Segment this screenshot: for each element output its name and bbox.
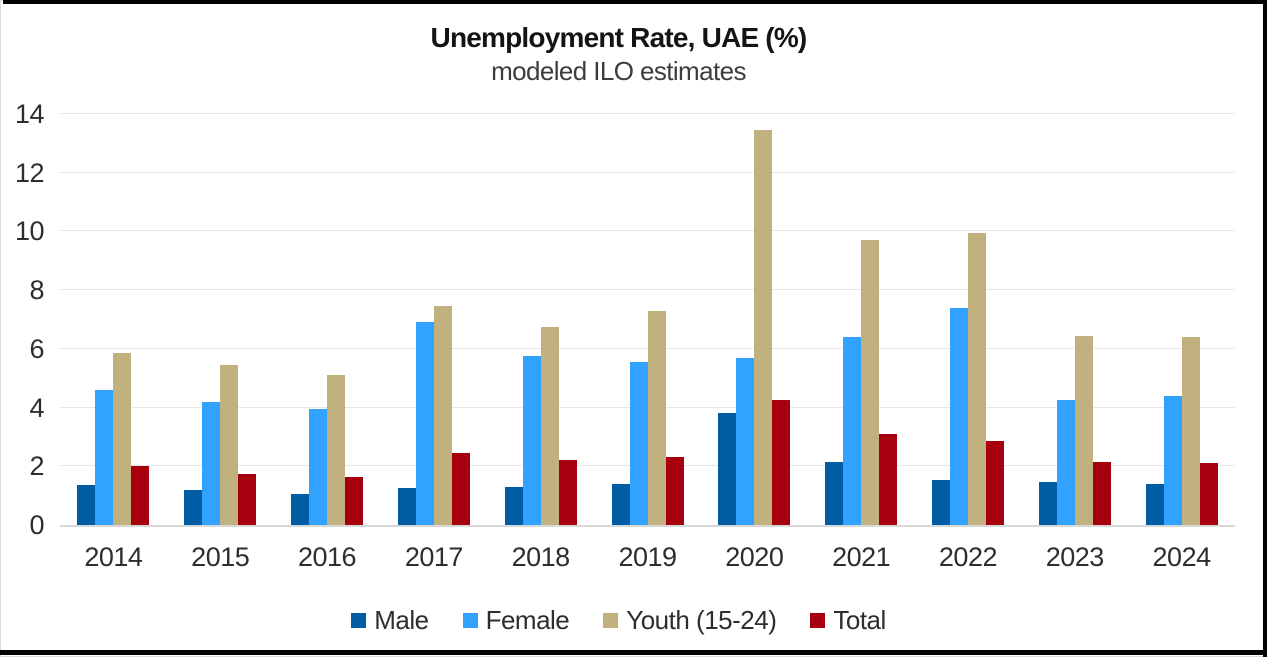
bar-female-2022 [949, 307, 968, 525]
bar-female-2016 [309, 409, 328, 525]
bar-total-2017 [451, 453, 470, 525]
bar-male-2019 [611, 483, 630, 525]
legend-marker-youth-15-24-icon [603, 612, 619, 628]
bar-total-2014 [131, 466, 150, 525]
y-tick-label-12: 12 [14, 157, 45, 188]
x-tick-label-2020: 2020 [725, 542, 784, 572]
bar-female-2020 [736, 357, 755, 525]
legend-item-total: Total [810, 604, 886, 636]
y-tick-label-2: 2 [29, 451, 44, 482]
bar-group-2015 [184, 114, 257, 525]
window-border-right [1263, 0, 1267, 657]
bar-total-2021 [879, 434, 898, 525]
y-tick-label-8: 8 [29, 275, 44, 306]
bar-male-2022 [931, 479, 950, 525]
window-border-bottom [0, 650, 1267, 655]
bar-total-2019 [665, 457, 684, 525]
x-axis-labels: 2014 2015 2016 2017 2018 2019 2020 2021 2022 2023… [60, 541, 1235, 575]
bar-youth-15-24-2018 [540, 326, 559, 525]
bar-female-2024 [1163, 395, 1182, 525]
bar-total-2023 [1092, 461, 1111, 525]
bar-total-2015 [238, 473, 257, 525]
bar-group-2017 [397, 114, 470, 525]
legend-marker-male-icon [351, 612, 367, 628]
x-tick-label-2021: 2021 [832, 542, 891, 572]
legend-item-youth-15-24: Youth (15-24) [603, 604, 777, 636]
bar-group-2020 [718, 114, 791, 525]
legend-marker-female-icon [462, 612, 478, 628]
y-tick-label-6: 6 [29, 333, 44, 364]
bar-female-2015 [202, 401, 221, 525]
bar-group-2021 [825, 114, 898, 525]
bar-male-2021 [825, 461, 844, 525]
y-tick-label-14: 14 [14, 99, 45, 129]
window-border-top [3, 0, 1267, 4]
bar-female-2014 [95, 389, 114, 525]
bar-male-2015 [184, 489, 203, 525]
bar-youth-15-24-2023 [1074, 335, 1093, 525]
bar-group-2019 [611, 114, 684, 525]
legend-item-female: Female [462, 604, 570, 636]
x-tick-label-2023: 2023 [1045, 542, 1105, 572]
bar-youth-15-24-2019 [647, 310, 666, 525]
x-tick-label-2016: 2016 [297, 542, 357, 572]
bar-group-2022 [931, 114, 1004, 525]
legend-label-male: Male [374, 604, 429, 635]
x-tick-label-2022: 2022 [938, 542, 998, 572]
x-tick-label-2015: 2015 [191, 542, 250, 572]
gridline-y-12 [60, 171, 1235, 173]
bar-male-2014 [77, 485, 96, 525]
y-tick-label-4: 4 [29, 392, 44, 423]
legend: Male Female Youth (15-24) Total [0, 601, 1237, 639]
bar-female-2023 [1056, 400, 1075, 525]
y-tick-label-10: 10 [14, 216, 45, 247]
bar-youth-15-24-2017 [433, 306, 452, 525]
gridline-y-10 [60, 230, 1235, 232]
bar-group-2014 [77, 114, 150, 525]
bar-total-2018 [558, 460, 577, 525]
bar-youth-15-24-2016 [327, 375, 346, 525]
bar-group-2016 [291, 114, 364, 525]
plot-area: 0 2 4 6 8 10 12 14 [15, 99, 1235, 540]
bar-male-2017 [397, 488, 416, 525]
x-tick-label-2019: 2019 [618, 542, 677, 572]
x-tick-label-2014: 2014 [84, 542, 143, 572]
bar-youth-15-24-2014 [113, 353, 132, 525]
legend-label-total: Total [833, 604, 886, 635]
bar-group-2018 [504, 114, 577, 525]
legend-item-male: Male [351, 604, 429, 636]
bar-total-2022 [985, 441, 1004, 525]
legend-label-female: Female [485, 604, 570, 635]
bar-group-2024 [1145, 114, 1218, 525]
gridline-y-14 [60, 113, 1235, 114]
chart-title: Unemployment Rate, UAE (%) [430, 22, 808, 53]
bar-youth-15-24-2015 [220, 365, 239, 525]
bar-youth-15-24-2024 [1181, 337, 1200, 525]
bar-male-2023 [1038, 482, 1057, 525]
bar-youth-15-24-2020 [754, 130, 773, 525]
bar-youth-15-24-2022 [967, 232, 986, 525]
chart-subtitle: modeled ILO estimates [491, 56, 746, 86]
bar-female-2021 [843, 337, 862, 525]
bar-female-2018 [522, 356, 541, 525]
bar-youth-15-24-2021 [861, 240, 880, 525]
bar-total-2024 [1199, 463, 1218, 525]
gridline-y-8 [60, 289, 1235, 291]
bar-group-2023 [1038, 114, 1111, 525]
bar-male-2020 [718, 413, 737, 525]
legend-marker-total-icon [810, 612, 826, 628]
x-tick-label-2024: 2024 [1152, 542, 1212, 572]
bar-male-2016 [291, 494, 310, 525]
bar-female-2019 [629, 362, 648, 525]
legend-label-youth-15-24: Youth (15-24) [626, 604, 777, 635]
y-tick-label-0: 0 [29, 510, 44, 540]
bar-male-2024 [1145, 483, 1164, 525]
x-tick-label-2017: 2017 [404, 542, 464, 572]
bar-male-2018 [504, 486, 523, 525]
bar-total-2016 [345, 476, 364, 525]
bar-total-2020 [772, 400, 791, 525]
x-tick-label-2018: 2018 [511, 542, 571, 572]
bar-female-2017 [415, 322, 434, 525]
